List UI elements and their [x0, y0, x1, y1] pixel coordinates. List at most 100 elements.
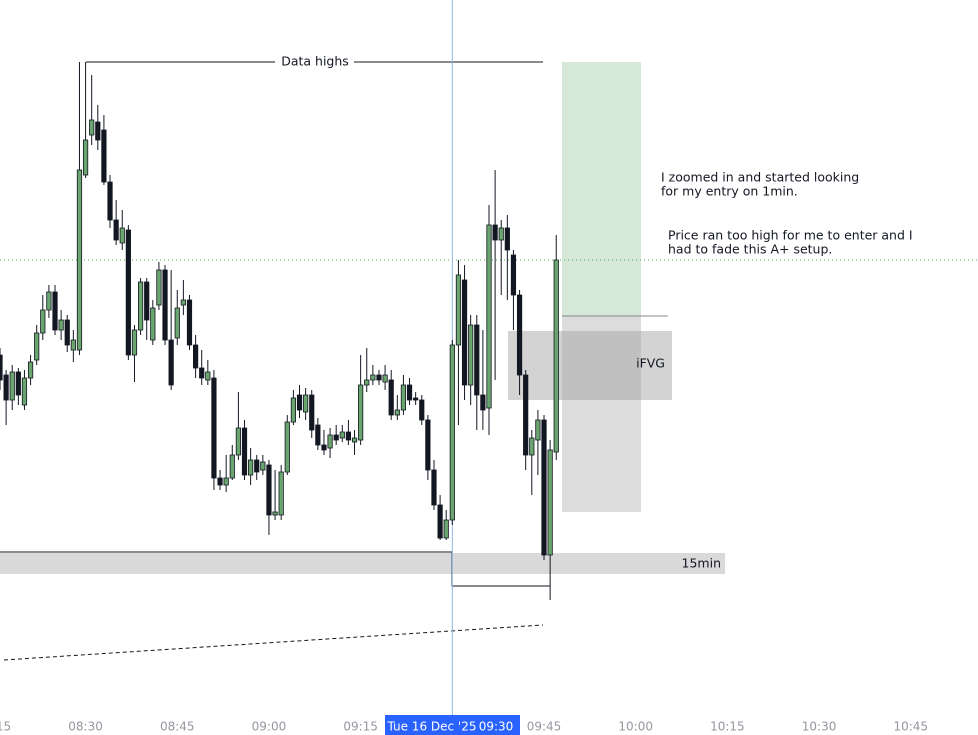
- candle-body: [119, 227, 125, 244]
- x-tick-label: 09:15: [343, 720, 378, 734]
- candle-body: [241, 427, 248, 476]
- candle-body: [315, 424, 321, 446]
- candle-body: [547, 449, 553, 556]
- x-tick-label: 10:30: [802, 720, 837, 734]
- candle-body: [205, 371, 211, 381]
- x-tick-label: 09:00: [252, 720, 287, 734]
- candle-body: [455, 274, 462, 346]
- candle-body: [199, 367, 205, 379]
- candle-body: [516, 294, 523, 376]
- candle-body: [431, 469, 437, 506]
- candle-body: [492, 224, 498, 241]
- target-zone: [562, 62, 641, 316]
- candle-body: [309, 394, 315, 431]
- candle-body: [370, 374, 376, 381]
- candle-body: [303, 394, 309, 413]
- candle-body: [76, 169, 83, 351]
- candle-body: [3, 374, 9, 401]
- candle-body: [162, 269, 168, 341]
- candle-body: [95, 121, 101, 141]
- candle-body: [168, 339, 174, 386]
- candle-body: [345, 431, 352, 441]
- candle-body: [107, 181, 113, 221]
- x-tick-label: 08:30: [68, 720, 103, 734]
- x-tick-label: 10:00: [618, 720, 653, 734]
- annotation: had to fade this A+ setup.: [668, 242, 832, 257]
- annotation: iFVG: [636, 356, 665, 371]
- crosshair-date: Tue 16 Dec '25: [387, 720, 477, 734]
- annotation: for my entry on 1min.: [661, 184, 798, 199]
- candle-body: [278, 471, 284, 516]
- candle-body: [394, 409, 400, 416]
- candle-body: [553, 259, 559, 453]
- candle-body: [413, 397, 419, 401]
- crosshair-label-box: [385, 715, 520, 735]
- annotation: I zoomed in and started looking: [661, 170, 859, 185]
- candle-body: [217, 477, 223, 486]
- candle-body: [437, 504, 443, 539]
- x-tick-label: 08:45: [160, 720, 195, 734]
- candle-body: [144, 281, 150, 321]
- candle-body: [211, 377, 217, 479]
- candle-body: [186, 299, 193, 346]
- candle-body: [541, 419, 547, 556]
- candle-body: [504, 227, 510, 251]
- candle-body: [468, 324, 474, 386]
- candle-body: [400, 384, 407, 411]
- x-tick-label: 10:15: [710, 720, 745, 734]
- candle-body: [443, 519, 449, 539]
- candle-body: [150, 307, 156, 341]
- trend-line: [3, 624, 544, 661]
- candle-body: [223, 477, 229, 486]
- candle-body: [510, 254, 517, 296]
- candle-body: [229, 454, 235, 479]
- candle-body: [461, 279, 468, 386]
- candle-body: [358, 384, 364, 441]
- candle-body: [388, 379, 394, 416]
- candle-body: [70, 339, 76, 351]
- risk-zone: [562, 316, 641, 512]
- ifvg-box: [508, 331, 672, 400]
- candle-body: [382, 374, 388, 383]
- candle-body: [406, 384, 413, 401]
- candle-body: [327, 434, 333, 449]
- zone-box: [0, 553, 725, 574]
- candle-body: [296, 394, 303, 411]
- candle-body: [449, 344, 455, 521]
- candle-body: [529, 437, 535, 456]
- candle-body: [364, 379, 370, 386]
- candle-body: [113, 219, 119, 241]
- candle-body: [523, 374, 529, 456]
- candle-body: [27, 361, 34, 379]
- annotation: Price ran too high for me to enter and I: [668, 228, 913, 243]
- candle-body: [474, 324, 480, 396]
- candle-body: [284, 421, 290, 473]
- candle-body: [351, 437, 358, 443]
- candle-body: [272, 511, 278, 516]
- candle-body: [235, 427, 241, 456]
- candle-body: [125, 229, 131, 356]
- candle-body: [419, 399, 425, 421]
- candle-body: [333, 434, 339, 441]
- candle-body: [376, 374, 382, 381]
- candle-body: [425, 419, 431, 471]
- candle-body: [82, 139, 89, 176]
- candle-body: [40, 309, 46, 334]
- candle-body: [486, 224, 492, 409]
- candle-body: [21, 377, 28, 406]
- candle-body: [137, 281, 144, 331]
- candle-body: [64, 319, 70, 346]
- candle-body: [89, 119, 95, 136]
- candle-body: [180, 299, 186, 306]
- candle-body: [174, 307, 180, 339]
- candle-body: [498, 227, 504, 241]
- candle-body: [156, 269, 162, 306]
- candle-body: [290, 397, 297, 423]
- candle-body: [260, 461, 266, 471]
- candle-body: [339, 431, 345, 439]
- candle-body: [0, 354, 3, 381]
- candle-body: [15, 371, 21, 396]
- candle-body: [131, 329, 138, 356]
